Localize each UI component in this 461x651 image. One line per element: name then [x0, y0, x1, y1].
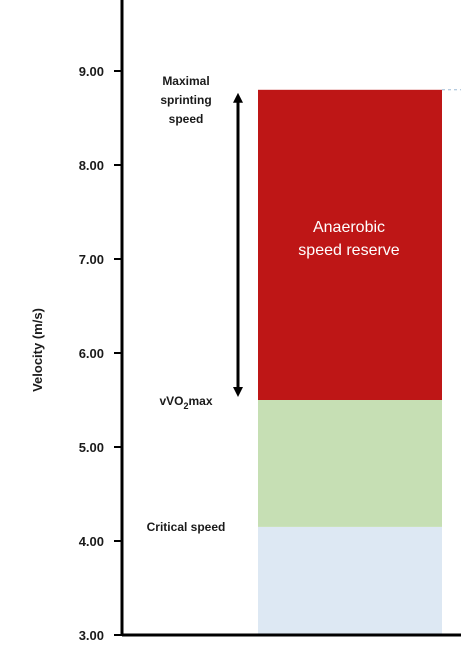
annotation-max-sprint-line-2: sprinting	[160, 93, 211, 107]
annotation-vvo2max-prefix: vVO	[159, 394, 183, 408]
y-tick-label: 8.00	[79, 158, 104, 173]
bar-segment-2	[258, 400, 442, 527]
annotation-vvo2max-suffix: max	[189, 394, 213, 408]
bar-label-line-1: Anaerobic	[313, 219, 385, 236]
bar-segment-3	[258, 89, 442, 401]
y-tick-label: 9.00	[79, 64, 104, 79]
y-tick-label: 3.00	[79, 628, 104, 643]
y-axis-label: Velocity (m/s)	[30, 308, 45, 392]
y-tick-label: 5.00	[79, 440, 104, 455]
y-axis-ticks: 3.00 4.00 5.00 6.00 7.00 8.00 9.00	[79, 64, 122, 643]
annotation-vvo2max: vVO2max	[159, 394, 212, 411]
bar-label-line-2: speed reserve	[298, 242, 399, 259]
annotation-vvo2max-sub: 2	[183, 401, 188, 411]
y-tick-label: 4.00	[79, 534, 104, 549]
bar-segment-1	[258, 526, 442, 635]
y-tick-label: 6.00	[79, 346, 104, 361]
y-tick-label: 7.00	[79, 252, 104, 267]
annotation-critical-speed: Critical speed	[147, 520, 226, 534]
stacked-bar	[258, 89, 461, 635]
annotation-max-sprint-line-1: Maximal	[162, 74, 209, 88]
annotation-max-sprint-line-3: speed	[169, 112, 204, 126]
